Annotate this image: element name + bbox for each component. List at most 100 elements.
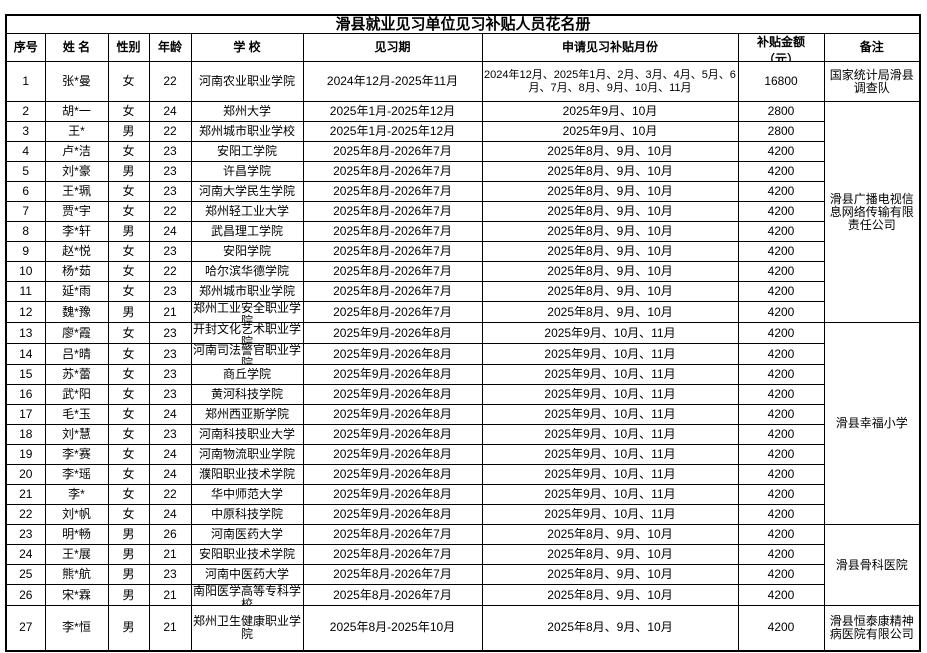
- cell-remark: 滑县幸福小学: [823, 322, 921, 525]
- cell-period: 2025年8月-2025年10月: [302, 605, 483, 651]
- cell-gender: 女: [107, 281, 150, 302]
- cell-no: 3: [5, 121, 46, 142]
- cell-school: 河南司法警官职业学院: [190, 343, 304, 365]
- cell-no: 1: [5, 61, 46, 102]
- cell-age: 24: [148, 101, 192, 122]
- cell-name: 李*: [44, 484, 109, 505]
- column-header-name: 姓 名: [44, 33, 109, 62]
- cell-period: 2025年9月-2026年8月: [302, 404, 483, 425]
- cell-amount: 4200: [737, 161, 825, 182]
- cell-amount: 4200: [737, 343, 825, 365]
- cell-school: 河南中医药大学: [190, 564, 304, 585]
- cell-school: 开封文化艺术职业学院: [190, 322, 304, 344]
- cell-age: 23: [148, 161, 192, 182]
- cell-name: 刘*帆: [44, 504, 109, 525]
- cell-name: 熊*航: [44, 564, 109, 585]
- cell-name: 明*畅: [44, 524, 109, 545]
- cell-months: 2024年12月、2025年1月、2月、3月、4月、5月、6月、7月、8月、9月…: [481, 61, 739, 102]
- cell-school: 河南物流职业学院: [190, 444, 304, 465]
- cell-period: 2025年8月-2026年7月: [302, 181, 483, 202]
- cell-age: 22: [148, 201, 192, 222]
- cell-no: 20: [5, 464, 46, 485]
- cell-gender: 女: [107, 424, 150, 445]
- cell-amount: 16800: [737, 61, 825, 102]
- cell-no: 26: [5, 584, 46, 606]
- cell-age: 22: [148, 484, 192, 505]
- table-row: 15 苏*蕾女 23 商丘学院 2025年9月-2026年8月 2025年9月、10月、1…: [5, 364, 920, 385]
- cell-months: 2025年9月、10月、11月: [481, 504, 739, 525]
- table-row: 7 贾*宇女 22 郑州轻工业大学 2025年8月-2026年7月 2025年8月、9月、…: [5, 201, 920, 222]
- cell-months: 2025年8月、9月、10月: [481, 261, 739, 282]
- cell-months: 2025年9月、10月: [481, 101, 739, 122]
- cell-period: 2025年8月-2026年7月: [302, 584, 483, 606]
- cell-age: 22: [148, 261, 192, 282]
- cell-amount: 4200: [737, 484, 825, 505]
- cell-school: 黄河科技学院: [190, 384, 304, 405]
- cell-age: 23: [148, 141, 192, 162]
- cell-gender: 男: [107, 301, 150, 323]
- cell-age: 23: [148, 281, 192, 302]
- cell-period: 2025年9月-2026年8月: [302, 364, 483, 385]
- cell-period: 2025年8月-2026年7月: [302, 261, 483, 282]
- cell-amount: 2800: [737, 121, 825, 142]
- table-row: 4 卢*洁女 23 安阳工学院 2025年8月-2026年7月 2025年8月、9月、10…: [5, 141, 920, 162]
- cell-school: 郑州工业安全职业学院: [190, 301, 304, 323]
- cell-no: 11: [5, 281, 46, 302]
- cell-age: 22: [148, 61, 192, 102]
- table-row: 26 宋*霖男 21 南阳医学高等专科学校 2025年8月-2026年7月 2025年8月…: [5, 584, 920, 606]
- cell-period: 2025年8月-2026年7月: [302, 221, 483, 242]
- cell-no: 16: [5, 384, 46, 405]
- table-row: 22 刘*帆女 24 中原科技学院 2025年9月-2026年8月 2025年9月、10月…: [5, 504, 920, 525]
- cell-period: 2025年8月-2026年7月: [302, 544, 483, 565]
- cell-period: 2025年9月-2026年8月: [302, 343, 483, 365]
- table-row: 14 吕*晴女 23 河南司法警官职业学院 2025年9月-2026年8月 2025年9月…: [5, 343, 920, 365]
- cell-school: 郑州城市职业学校: [190, 121, 304, 142]
- cell-age: 23: [148, 241, 192, 262]
- table-row: 11 延*雨女 23 郑州城市职业学院 2025年8月-2026年7月 2025年8月、9…: [5, 281, 920, 302]
- cell-no: 19: [5, 444, 46, 465]
- cell-name: 武*阳: [44, 384, 109, 405]
- cell-amount: 4200: [737, 141, 825, 162]
- cell-gender: 女: [107, 364, 150, 385]
- cell-name: 李*瑶: [44, 464, 109, 485]
- cell-period: 2025年8月-2026年7月: [302, 201, 483, 222]
- cell-school: 南阳医学高等专科学校: [190, 584, 304, 606]
- cell-name: 毛*玉: [44, 404, 109, 425]
- cell-period: 2025年9月-2026年8月: [302, 444, 483, 465]
- cell-no: 27: [5, 605, 46, 651]
- cell-age: 23: [148, 364, 192, 385]
- cell-school: 郑州城市职业学院: [190, 281, 304, 302]
- cell-school: 郑州轻工业大学: [190, 201, 304, 222]
- cell-name: 廖*霞: [44, 322, 109, 344]
- cell-months: 2025年9月、10月、11月: [481, 424, 739, 445]
- cell-amount: 4200: [737, 444, 825, 465]
- title-row: 滑县就业见习单位见习补贴人员花名册: [5, 14, 921, 34]
- cell-age: 23: [148, 564, 192, 585]
- cell-period: 2025年8月-2026年7月: [302, 524, 483, 545]
- cell-age: 21: [148, 605, 192, 651]
- cell-period: 2025年9月-2026年8月: [302, 424, 483, 445]
- cell-name: 李*轩: [44, 221, 109, 242]
- cell-gender: 女: [107, 484, 150, 505]
- cell-period: 2025年9月-2026年8月: [302, 504, 483, 525]
- cell-amount: 4200: [737, 404, 825, 425]
- cell-months: 2025年8月、9月、10月: [481, 141, 739, 162]
- table-row: 18 刘*慧女 23 河南科技职业大学 2025年9月-2026年8月 2025年9月、1…: [5, 424, 920, 445]
- cell-school: 安阳职业技术学院: [190, 544, 304, 565]
- cell-gender: 女: [107, 201, 150, 222]
- cell-gender: 女: [107, 101, 150, 122]
- table-row: 27 李*恒男 21 郑州卫生健康职业学院 2025年8月-2025年10月 2025年8…: [5, 605, 921, 651]
- cell-name: 刘*慧: [44, 424, 109, 445]
- cell-age: 23: [148, 343, 192, 365]
- cell-amount: 4200: [737, 241, 825, 262]
- cell-remark: 国家统计局滑县调查队: [823, 61, 921, 102]
- cell-period: 2024年12月-2025年11月: [302, 61, 483, 102]
- cell-period: 2025年8月-2026年7月: [302, 301, 483, 323]
- header-row: 序号姓 名性别 年龄学 校见习期 申请见习补贴月份 补贴金额 （元） 备注: [5, 33, 921, 62]
- cell-age: 24: [148, 444, 192, 465]
- cell-school: 河南大学民生学院: [190, 181, 304, 202]
- cell-period: 2025年1月-2025年12月: [302, 101, 483, 122]
- cell-amount: 4200: [737, 605, 825, 651]
- table-row: 1 张*曼女 22 河南农业职业学院 2024年12月-2025年11月 2024年12月…: [5, 61, 921, 102]
- cell-school: 武昌理工学院: [190, 221, 304, 242]
